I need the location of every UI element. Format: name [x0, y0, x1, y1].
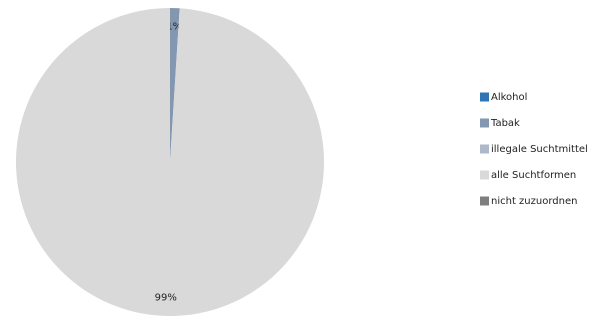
legend-label: Alkohol: [491, 92, 527, 103]
legend-swatch: [480, 196, 489, 206]
data-label: 1%: [166, 22, 182, 33]
data-label: 99%: [155, 292, 177, 303]
legend-swatch: [480, 144, 489, 154]
pie-slice: [170, 8, 180, 162]
legend-label: Tabak: [490, 118, 520, 129]
legend-label: illegale Suchtmittel: [491, 144, 588, 155]
legend-label: nicht zuzuordnen: [491, 196, 577, 207]
legend-swatch: [480, 92, 489, 102]
legend-label: alle Suchtformen: [491, 170, 576, 181]
pie-slice: [15, 8, 324, 317]
legend-swatch: [480, 170, 489, 180]
legend-swatch: [480, 118, 489, 128]
